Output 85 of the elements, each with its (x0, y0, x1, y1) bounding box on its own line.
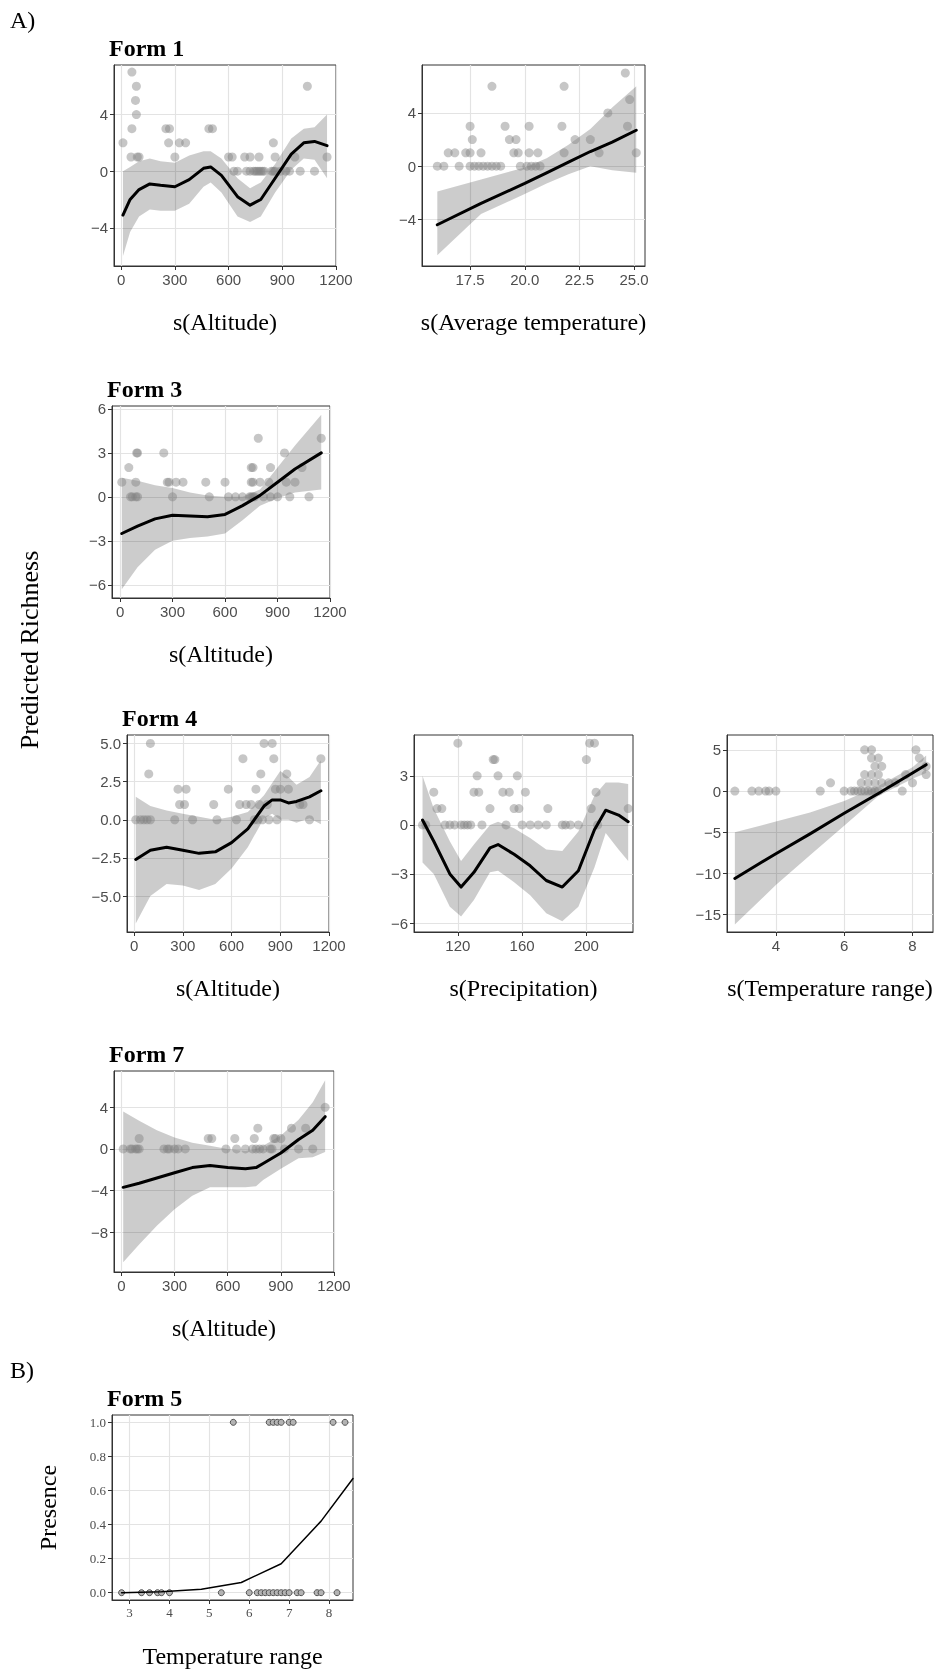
x-tick-label: 1200 (313, 603, 347, 620)
y-tick-label: 1.0 (89, 1414, 106, 1430)
x-tick-label: 600 (216, 271, 242, 288)
x-tick-label: 8 (908, 937, 917, 954)
y-tick-label: −6 (390, 914, 408, 932)
x-tick-label: 600 (215, 1277, 241, 1294)
x-tick-label: 120 (445, 937, 471, 954)
y-tick-label: −4 (90, 219, 108, 237)
x-tick-label: 6 (840, 937, 849, 954)
x-tick-label: 900 (265, 603, 291, 620)
chart-title: Form 4 (122, 705, 198, 731)
y-tick-label: 5 (712, 741, 721, 759)
text: A) (10, 7, 36, 33)
y-tick-label: −2.5 (91, 849, 121, 867)
y-tick-label: 0.6 (89, 1482, 107, 1498)
x-tick-label: 1200 (317, 1277, 351, 1294)
x-tick-label: 5 (206, 1605, 213, 1620)
x-axis-title: s(Altitude) (172, 1315, 276, 1341)
y-tick-label: 0 (407, 157, 416, 175)
x-tick-label: 4 (166, 1605, 174, 1620)
y-tick-label: 0 (399, 816, 408, 834)
y-tick-label: 0 (99, 162, 108, 180)
y-tick-label: 2.5 (100, 773, 121, 791)
x-tick-label: 0 (129, 937, 139, 954)
x-tick-label: 3 (126, 1605, 133, 1620)
chart-title: Form 1 (109, 35, 185, 61)
x-tick-label: 300 (162, 1277, 188, 1294)
y-tick-label: 0.4 (89, 1517, 107, 1533)
x-axis-title: Temperature range (142, 1643, 323, 1669)
x-tick-label: 20.0 (510, 271, 540, 288)
y-axis-title: Presence (35, 1464, 61, 1551)
y-tick-label: −5 (703, 823, 721, 841)
y-tick-label: −4 (90, 1181, 108, 1199)
y-tick-label: 0 (97, 488, 106, 506)
x-tick-label: 6 (246, 1605, 254, 1620)
x-tick-label: 160 (509, 937, 535, 954)
x-axis-title: s(Altitude) (169, 641, 273, 667)
y-tick-label: 4 (99, 1098, 108, 1116)
x-tick-label: 200 (573, 937, 599, 954)
x-tick-label: 900 (268, 1277, 294, 1294)
chart-title: Form 5 (107, 1385, 183, 1411)
x-tick-label: 22.5 (564, 271, 595, 288)
y-tick-label: 6 (97, 400, 106, 418)
text: B) (10, 1357, 34, 1383)
x-tick-label: 17.5 (455, 271, 485, 288)
x-axis-title: s(Average temperature) (420, 309, 647, 335)
x-tick-label: 25.0 (619, 271, 649, 288)
chart-title: Form 7 (109, 1041, 185, 1067)
x-axis-title: s(Altitude) (176, 975, 280, 1001)
y-tick-label: 0 (712, 782, 721, 800)
x-tick-label: 300 (160, 603, 186, 620)
y-tick-label: 0.0 (89, 1585, 106, 1601)
y-tick-label: −15 (695, 906, 721, 924)
x-tick-label: 4 (771, 937, 781, 954)
x-axis-title: s(Altitude) (173, 309, 277, 335)
x-tick-label: 1200 (319, 271, 353, 288)
x-tick-label: 900 (267, 937, 293, 954)
y-tick-label: −8 (90, 1223, 108, 1241)
x-tick-label: 600 (219, 937, 245, 954)
y-tick-label: 4 (99, 106, 108, 124)
y-tick-label: 0 (99, 1140, 108, 1158)
y-tick-label: −4 (398, 210, 416, 228)
x-axis-title: s(Precipitation) (449, 975, 598, 1001)
y-tick-label: −3 (390, 865, 408, 883)
x-axis-title: s(Temperature range) (727, 975, 933, 1001)
y-tick-label: 3 (399, 767, 408, 785)
y-tick-label: −3 (88, 532, 106, 550)
chart-title: Form 3 (107, 376, 183, 402)
y-tick-label: 0.8 (89, 1448, 106, 1464)
x-tick-label: 8 (325, 1605, 333, 1620)
y-tick-label: −5.0 (91, 887, 121, 905)
x-tick-label: 300 (170, 937, 196, 954)
x-tick-label: 900 (269, 271, 295, 288)
y-tick-label: −10 (695, 864, 721, 882)
y-tick-label: 5.0 (100, 734, 121, 752)
x-tick-label: 7 (285, 1605, 293, 1620)
y-tick-label: 0.2 (89, 1551, 106, 1567)
y-tick-label: 3 (97, 444, 106, 462)
y-axis-title: Predicted Richness (15, 550, 45, 750)
y-tick-label: 4 (407, 104, 416, 122)
y-tick-label: −6 (88, 576, 106, 594)
x-tick-label: 1200 (312, 937, 346, 954)
x-tick-label: 600 (212, 603, 238, 620)
y-tick-label: 0.0 (100, 811, 121, 829)
x-tick-label: 300 (162, 271, 188, 288)
